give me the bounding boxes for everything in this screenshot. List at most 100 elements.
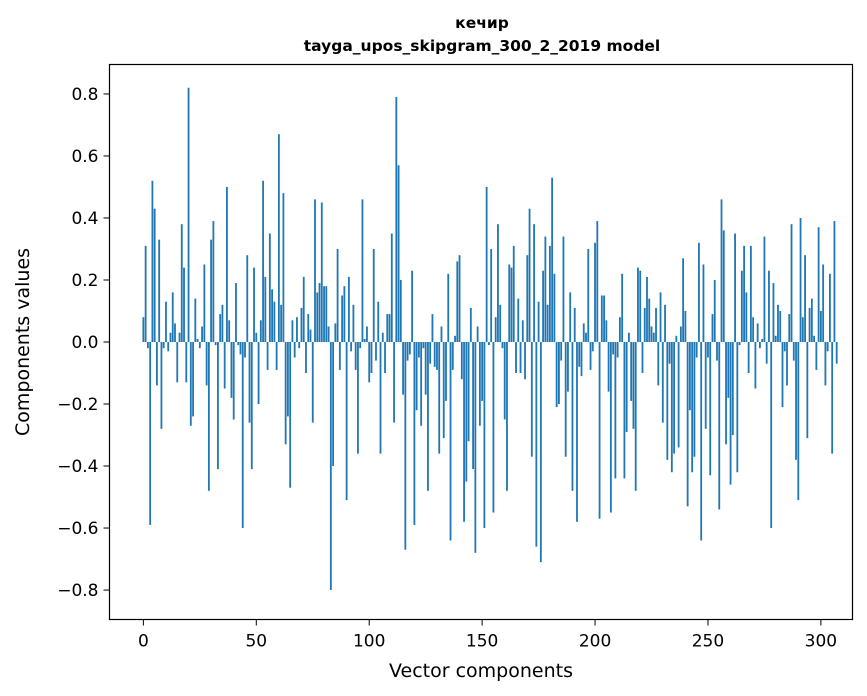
bar — [517, 298, 520, 342]
bar — [350, 342, 353, 352]
bar — [257, 342, 260, 405]
bar — [786, 342, 788, 386]
bar — [323, 286, 325, 342]
bar — [668, 342, 671, 364]
bar — [178, 332, 181, 342]
bar — [743, 245, 746, 342]
bar — [797, 342, 800, 501]
bar — [352, 304, 355, 342]
bar — [736, 342, 739, 473]
bar — [411, 270, 414, 342]
bar-series — [142, 87, 838, 591]
bar — [634, 342, 637, 491]
bar — [424, 342, 427, 395]
bar — [542, 270, 545, 342]
bar — [695, 342, 698, 358]
bar — [749, 245, 752, 342]
bar — [357, 342, 359, 454]
bar — [162, 342, 165, 349]
bar — [217, 342, 219, 470]
bar — [329, 342, 332, 591]
bar — [359, 342, 362, 349]
bar — [761, 338, 764, 342]
x-axis-ticks: 0 50 100 150 200 250 300 — [138, 619, 837, 652]
bar — [332, 342, 334, 467]
bar — [345, 342, 348, 501]
bar — [594, 242, 596, 342]
bar — [521, 320, 524, 342]
bar — [465, 342, 468, 482]
bar — [402, 342, 404, 395]
bar — [291, 320, 294, 342]
bar — [174, 323, 176, 342]
bar — [429, 342, 432, 364]
y-axis-label: Components values — [12, 248, 34, 436]
bar — [397, 165, 400, 342]
bar — [779, 310, 782, 342]
bar — [298, 342, 301, 349]
bar — [555, 342, 558, 408]
bar — [783, 342, 786, 352]
bar — [415, 342, 418, 411]
bar — [607, 342, 610, 392]
bar — [612, 342, 615, 355]
x-tick-label: 100 — [353, 632, 385, 652]
bar — [210, 239, 213, 342]
bar — [386, 314, 389, 342]
bar — [603, 295, 605, 342]
bar — [474, 342, 477, 553]
bar — [395, 97, 398, 342]
bar — [417, 342, 420, 358]
bar — [488, 342, 490, 346]
bar — [146, 342, 149, 349]
bar — [287, 342, 289, 417]
bar — [241, 342, 244, 529]
bar — [311, 342, 314, 423]
bar — [250, 342, 253, 470]
bar — [539, 342, 542, 563]
bar — [246, 255, 249, 342]
bar — [639, 270, 642, 342]
bar — [259, 320, 262, 342]
bar — [501, 342, 504, 349]
axes-frame — [108, 63, 854, 621]
bar — [806, 342, 809, 439]
bar — [661, 342, 664, 423]
bar — [370, 342, 373, 374]
bar — [176, 342, 179, 383]
bar — [718, 342, 721, 510]
bar — [727, 342, 730, 398]
bar — [433, 342, 436, 367]
bar — [436, 342, 438, 370]
bar — [334, 323, 337, 342]
bar — [404, 342, 407, 550]
bar — [447, 273, 450, 342]
bar — [341, 295, 344, 342]
bar — [201, 326, 203, 342]
bar — [451, 342, 454, 370]
bar — [677, 342, 680, 448]
bar — [372, 248, 375, 342]
bar — [756, 323, 759, 342]
bar — [546, 304, 549, 342]
bar — [646, 276, 648, 342]
bar — [569, 292, 572, 342]
bar — [460, 342, 463, 380]
bar — [271, 289, 274, 342]
bar — [499, 304, 502, 342]
bar — [804, 255, 806, 342]
bar — [637, 267, 639, 342]
bar — [813, 335, 816, 342]
bar — [628, 332, 630, 342]
bar — [826, 342, 829, 352]
bar — [420, 342, 423, 426]
bar — [698, 242, 700, 342]
bar — [801, 317, 804, 342]
bar — [537, 301, 540, 342]
bar — [558, 342, 560, 405]
bar — [318, 283, 321, 342]
bar — [548, 245, 551, 342]
bar — [390, 233, 393, 342]
y-tick-label: −0.4 — [57, 457, 98, 477]
